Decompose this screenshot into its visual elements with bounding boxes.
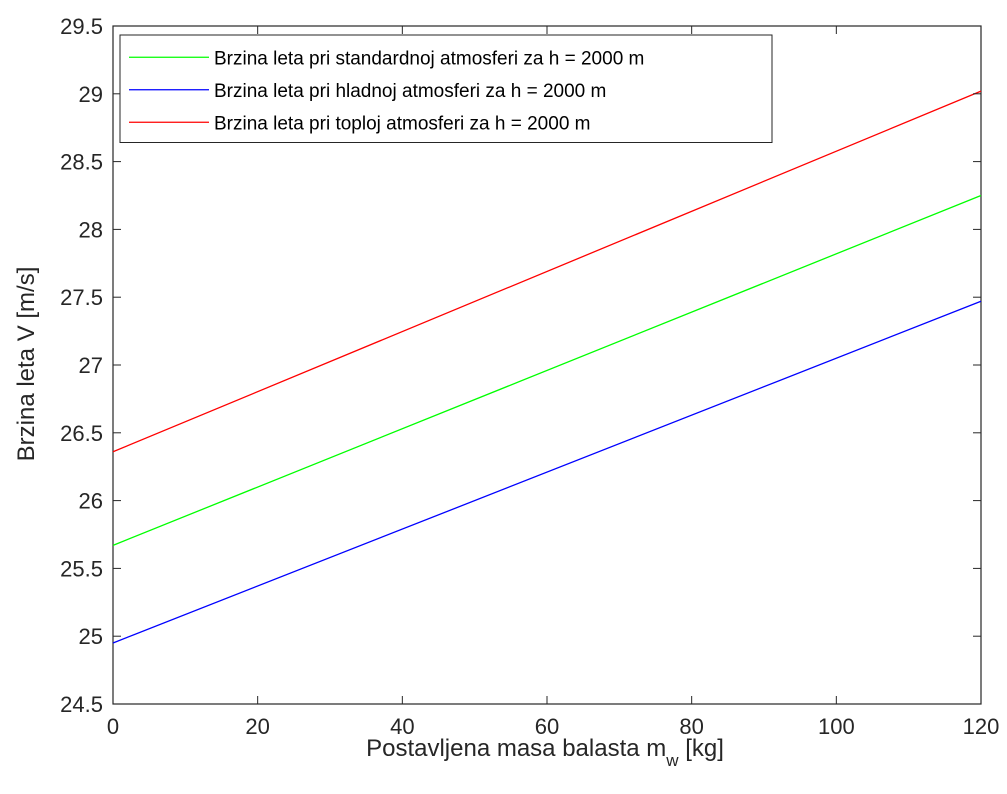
y-tick-label: 24.5	[60, 692, 103, 717]
legend-entry: Brzina leta pri standardnoj atmosferi za…	[214, 48, 644, 69]
y-tick-label: 26.5	[60, 421, 103, 446]
x-axis-label-subscript: w	[665, 751, 679, 770]
legend-box	[119, 34, 773, 143]
series-line	[112, 90, 982, 453]
legend: Brzina leta pri standardnoj atmosferi za…	[119, 34, 773, 143]
y-tick-label: 27.5	[60, 285, 103, 310]
y-tick-label: 29.5	[60, 14, 103, 39]
x-axis-label: Postavljena masa balasta mw [kg]	[366, 735, 724, 770]
axis-ticks: 0 20 40 60 80 100 120 24.5 25 25.5 26 26.5 27 27.5 28 2…	[60, 14, 999, 739]
x-tick-label: 100	[818, 714, 855, 739]
x-tick-label: 80	[679, 714, 703, 739]
y-tick-label: 25	[79, 624, 103, 649]
legend-entry: Brzina leta pri toploj atmosferi za h = …	[214, 113, 591, 134]
series-line	[112, 300, 982, 644]
legend-entry: Brzina leta pri hladnoj atmosferi za h =…	[214, 81, 606, 102]
x-axis-label-unit: [kg]	[679, 735, 724, 762]
y-tick-label: 25.5	[60, 556, 103, 581]
y-tick-label: 27	[79, 353, 103, 378]
x-tick-label: 40	[390, 714, 414, 739]
y-tick-label: 29	[79, 82, 103, 107]
x-axis-label-main: Postavljena masa balasta m	[366, 735, 666, 762]
x-tick-label: 120	[963, 714, 1000, 739]
x-tick-label: 60	[535, 714, 559, 739]
y-axis-label: Brzina leta V [m/s]	[13, 267, 40, 462]
x-tick-label: 20	[245, 714, 269, 739]
y-tick-label: 28	[79, 217, 103, 242]
series-line	[112, 194, 982, 546]
y-tick-label: 26	[79, 489, 103, 514]
y-tick-label: 28.5	[60, 150, 103, 175]
x-tick-label: 0	[107, 714, 119, 739]
